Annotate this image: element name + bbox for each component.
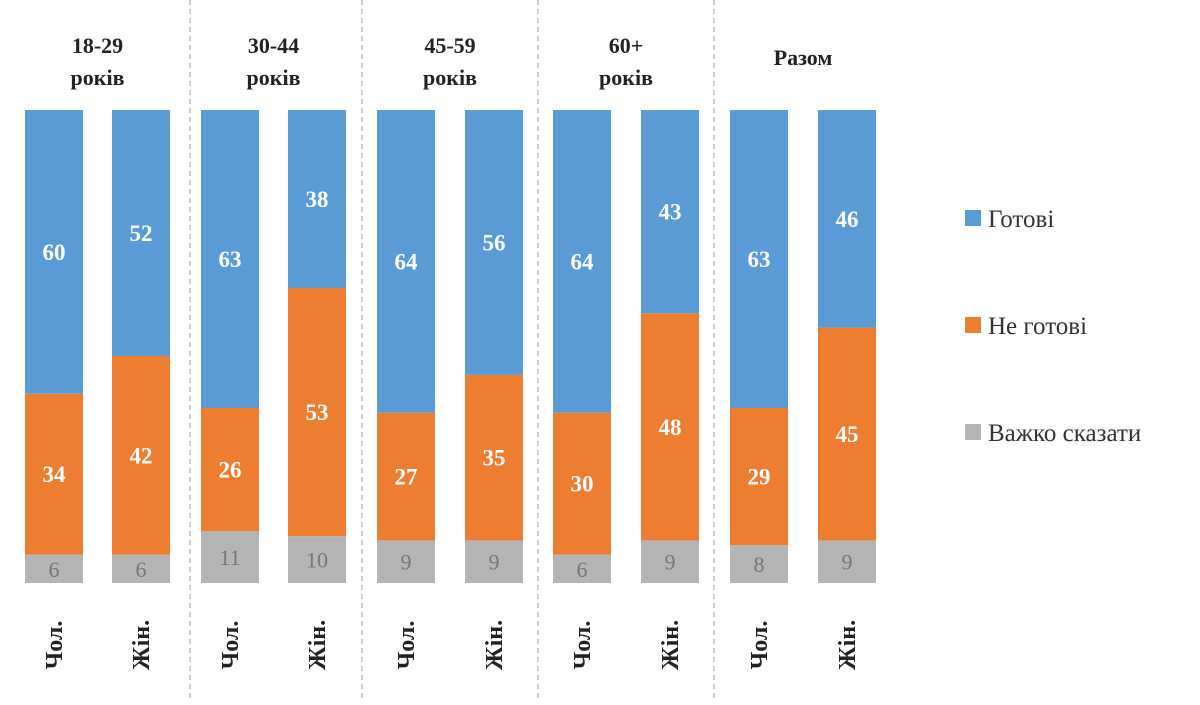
data-label: 26 bbox=[219, 457, 242, 482]
data-label: 9 bbox=[842, 550, 853, 575]
data-label: 29 bbox=[748, 465, 771, 490]
data-label: 63 bbox=[748, 247, 771, 272]
group-label: років bbox=[423, 65, 477, 90]
bar-segment bbox=[465, 374, 523, 541]
bar-segment bbox=[818, 540, 876, 583]
bar-segment bbox=[641, 313, 699, 541]
data-label: 64 bbox=[395, 249, 419, 274]
data-label: 6 bbox=[136, 557, 147, 582]
data-label: 38 bbox=[306, 187, 329, 212]
bar-segment bbox=[201, 530, 259, 583]
bar-segment bbox=[25, 393, 83, 555]
data-label: 56 bbox=[483, 230, 506, 255]
bar-segment bbox=[553, 412, 611, 555]
data-label: 9 bbox=[401, 550, 412, 575]
group-label: років bbox=[71, 65, 125, 90]
legend-label: Не готові bbox=[988, 313, 1087, 340]
bar-segment bbox=[201, 407, 259, 531]
bar-segment bbox=[730, 545, 788, 583]
data-label: 52 bbox=[130, 221, 153, 246]
category-label: Чол. bbox=[218, 621, 244, 670]
data-label: 48 bbox=[659, 415, 682, 440]
data-label: 11 bbox=[219, 545, 240, 570]
bar-segment bbox=[465, 540, 523, 583]
bar-segment bbox=[201, 110, 259, 408]
bar-segment bbox=[465, 110, 523, 375]
category-label: Жін. bbox=[305, 620, 331, 670]
data-label: 35 bbox=[483, 446, 506, 471]
bar-segment bbox=[288, 536, 346, 583]
data-label: 9 bbox=[665, 550, 676, 575]
legend-label: Важко сказати bbox=[988, 420, 1141, 447]
bar-segment bbox=[377, 540, 435, 583]
bar-segment bbox=[818, 110, 876, 328]
bar-segment bbox=[288, 110, 346, 288]
bar-segment bbox=[377, 110, 435, 413]
legend-swatch bbox=[965, 424, 981, 440]
category-label: Чол. bbox=[42, 621, 68, 670]
bar-segment bbox=[377, 412, 435, 541]
bar-segment bbox=[553, 554, 611, 583]
legend-swatch bbox=[965, 210, 981, 226]
bar-segment bbox=[25, 554, 83, 583]
group-label: 60+ bbox=[609, 33, 644, 58]
data-label: 64 bbox=[571, 249, 595, 274]
data-label: 6 bbox=[577, 557, 588, 582]
bar-segment bbox=[818, 327, 876, 541]
data-label: 45 bbox=[836, 422, 859, 447]
data-label: 8 bbox=[754, 552, 765, 577]
category-label: Жін. bbox=[482, 620, 508, 670]
category-label: Чол. bbox=[747, 621, 773, 670]
data-label: 53 bbox=[306, 400, 329, 425]
data-label: 27 bbox=[395, 465, 418, 490]
data-label: 43 bbox=[659, 200, 682, 225]
bar-segment bbox=[288, 287, 346, 537]
category-label: Жін. bbox=[129, 620, 155, 670]
bar-segment bbox=[112, 554, 170, 583]
data-label: 6 bbox=[49, 557, 60, 582]
bar-segment bbox=[641, 540, 699, 583]
bar-segment bbox=[730, 110, 788, 408]
category-label: Чол. bbox=[394, 621, 420, 670]
group-label: років bbox=[247, 65, 301, 90]
category-label: Жін. bbox=[835, 620, 861, 670]
group-label: Разом bbox=[774, 45, 833, 70]
data-label: 9 bbox=[489, 550, 500, 575]
group-label: років bbox=[599, 65, 653, 90]
category-label: Чол. bbox=[570, 621, 596, 670]
data-label: 42 bbox=[130, 443, 153, 468]
bar-segment bbox=[641, 110, 699, 314]
data-label: 34 bbox=[43, 462, 67, 487]
data-label: 60 bbox=[43, 240, 66, 265]
bar-segment bbox=[112, 355, 170, 555]
data-label: 46 bbox=[836, 207, 859, 232]
group-label: 18-29 bbox=[72, 33, 123, 58]
data-label: 30 bbox=[571, 472, 594, 497]
group-label: 45-59 bbox=[424, 33, 475, 58]
bar-segment bbox=[730, 407, 788, 546]
bar-segment bbox=[25, 110, 83, 394]
legend-label: Готові bbox=[988, 206, 1054, 233]
bar-segment bbox=[553, 110, 611, 413]
group-label: 30-44 bbox=[248, 33, 299, 58]
data-label: 10 bbox=[306, 548, 328, 573]
data-label: 63 bbox=[219, 247, 242, 272]
legend-swatch bbox=[965, 317, 981, 333]
category-label: Жін. bbox=[658, 620, 684, 670]
bar-segment bbox=[112, 110, 170, 356]
